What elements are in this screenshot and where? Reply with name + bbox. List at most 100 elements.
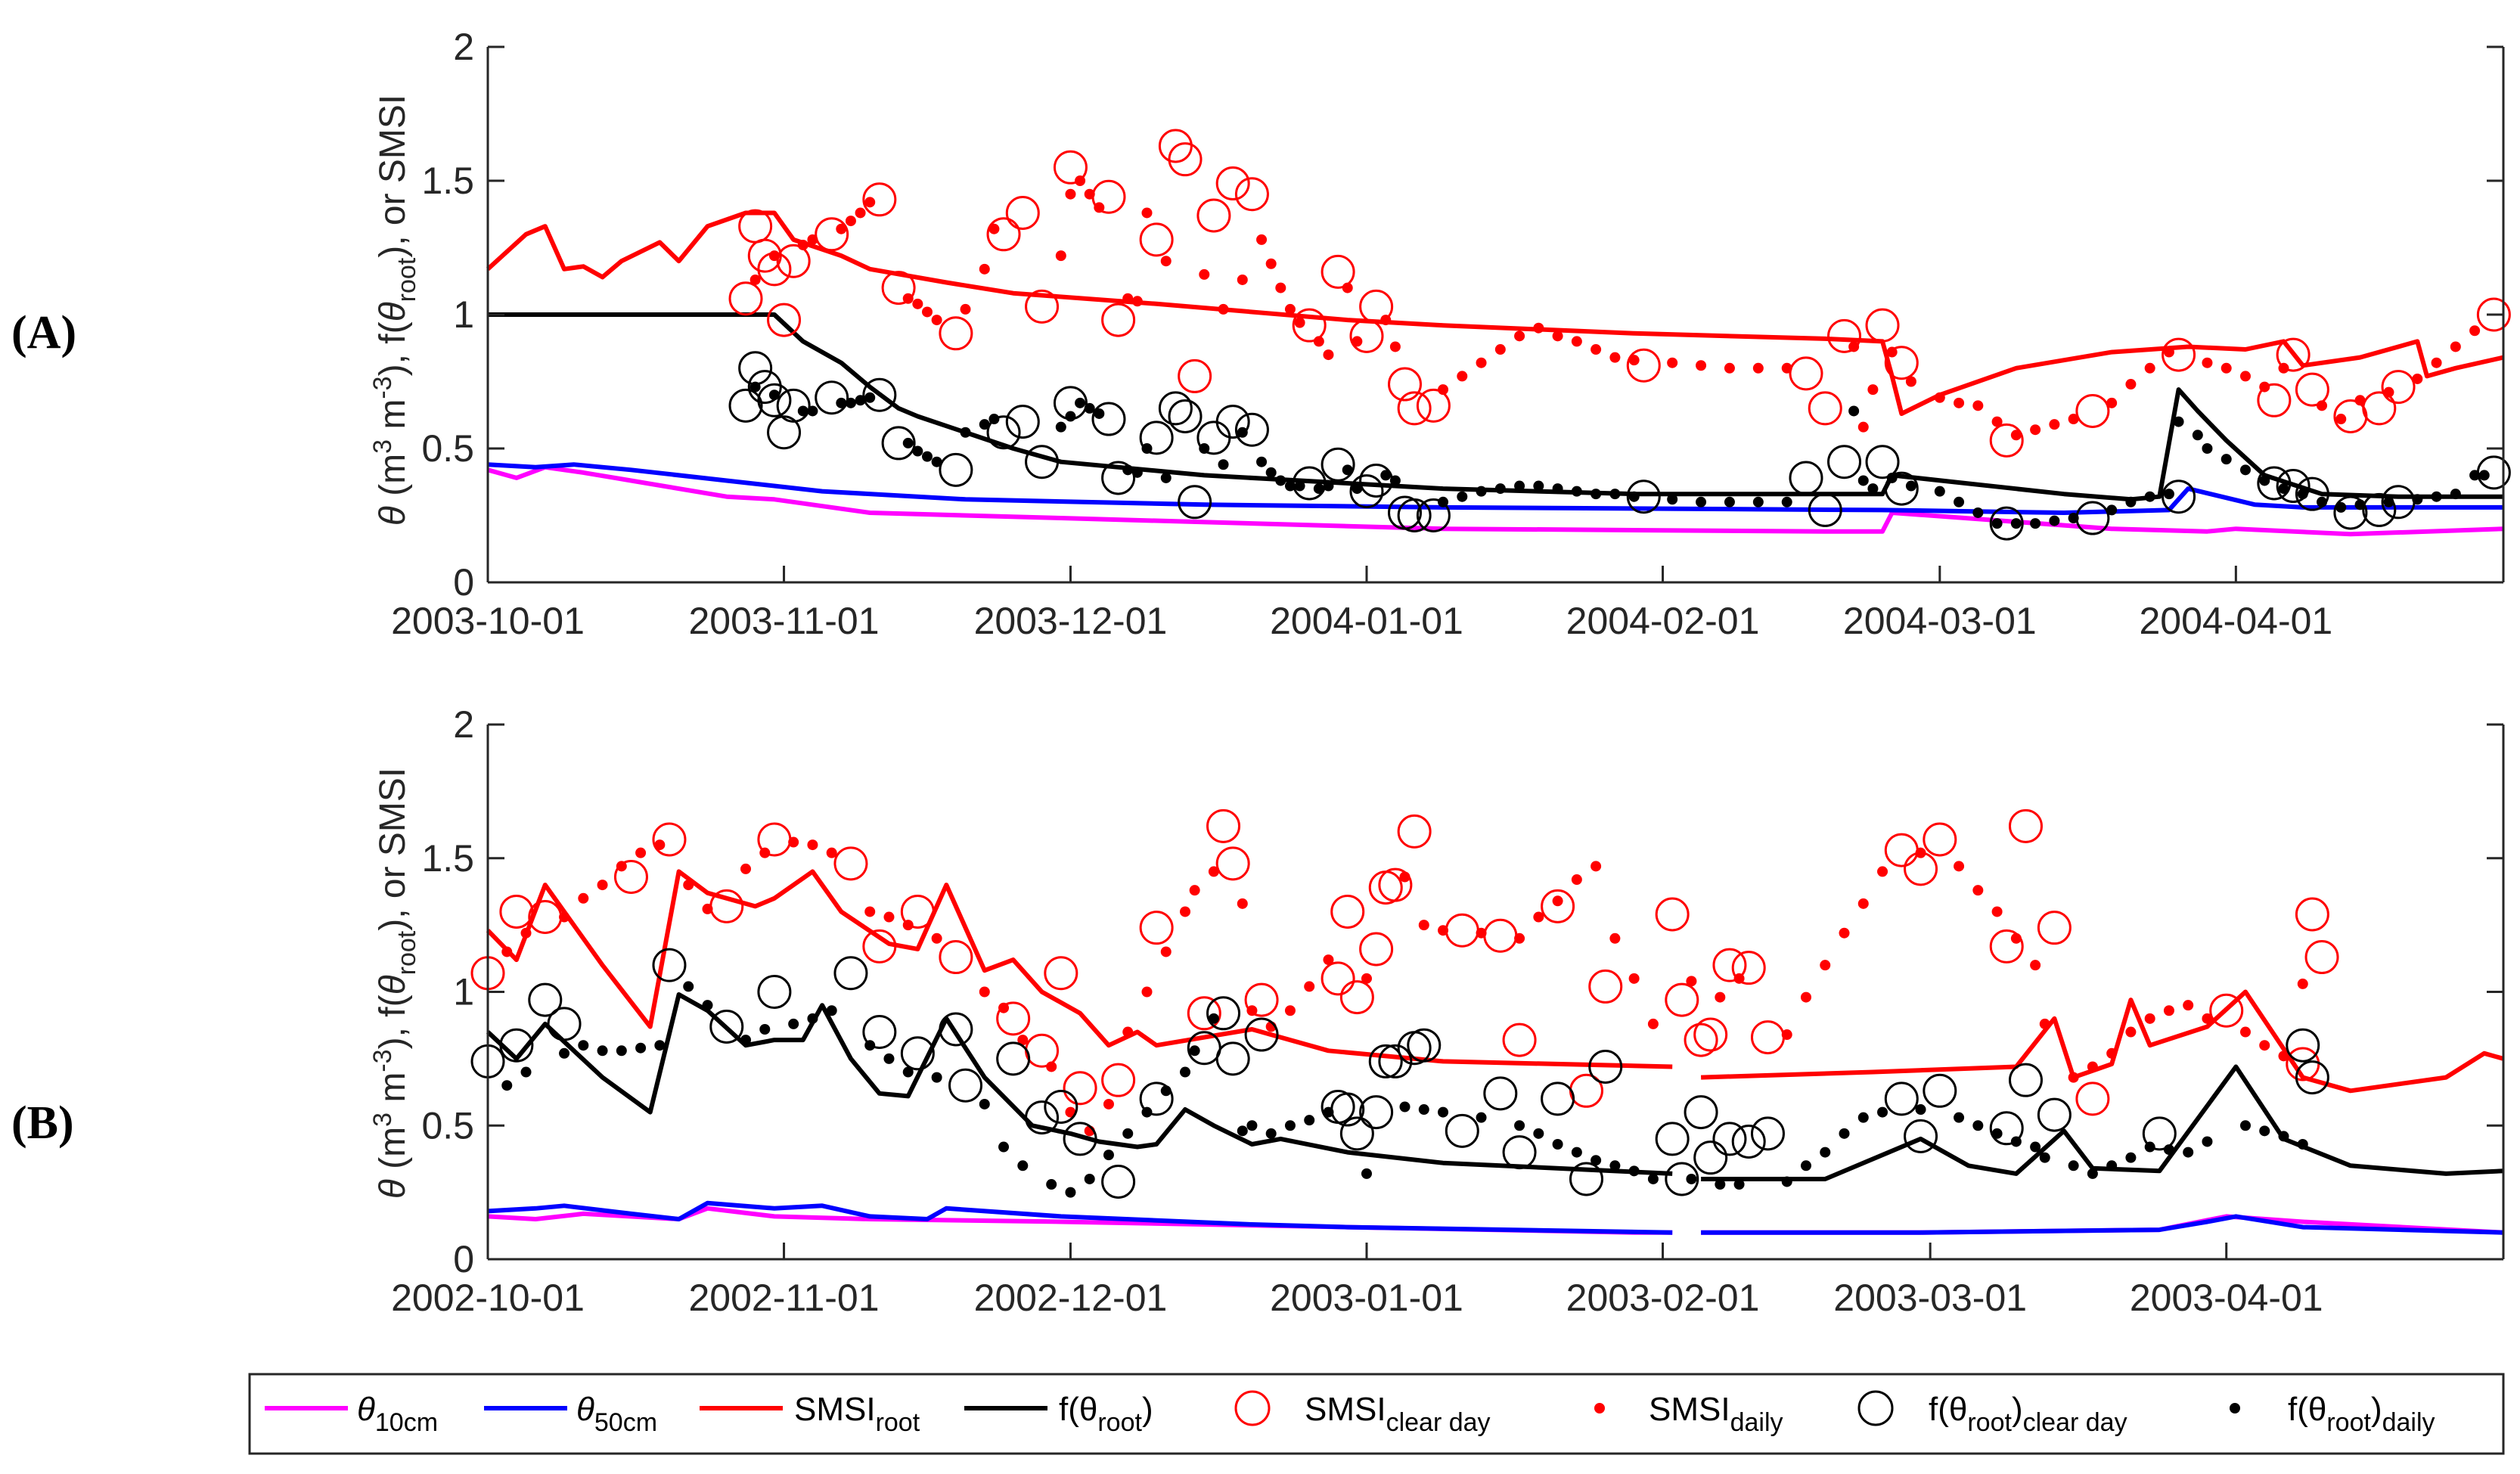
point-f_root_daily-a-77 bbox=[2278, 483, 2289, 495]
y-axis-label-b-theta2: θ bbox=[373, 975, 413, 995]
point-f_root_clear_day-b-2 bbox=[528, 982, 563, 1017]
point-SMSI_daily-a-19 bbox=[1094, 202, 1105, 213]
point-f_root_daily-b-54 bbox=[1781, 1176, 1792, 1187]
point-SMSI_daily-b-19 bbox=[979, 986, 990, 998]
series-f_root-a bbox=[488, 312, 2503, 502]
point-SMSI_daily-b-61 bbox=[1954, 861, 1965, 872]
point-SMSI_daily-a-81 bbox=[2431, 357, 2442, 368]
point-f_root_clear_day-b-3 bbox=[547, 1007, 582, 1041]
point-f_root_daily-b-53 bbox=[1733, 1179, 1745, 1190]
point-SMSI_daily-a-60 bbox=[1954, 397, 1965, 408]
point-SMSI_daily-b-22 bbox=[1046, 1061, 1057, 1072]
point-f_root_daily-a-55 bbox=[1857, 475, 1869, 486]
point-f_root_clear_day-b-50 bbox=[2286, 1028, 2320, 1063]
point-SMSI_clear_day-b-19 bbox=[1215, 846, 1250, 881]
y-tick-label-a-1: 0.5 bbox=[421, 427, 474, 470]
point-f_root_daily-b-33 bbox=[1246, 1120, 1258, 1131]
point-f_root_daily-a-40 bbox=[1476, 486, 1487, 497]
point-SMSI_daily-a-39 bbox=[1457, 371, 1468, 382]
point-f_root_clear_day-a-4 bbox=[767, 415, 802, 450]
point-f_root_daily-b-22 bbox=[1046, 1179, 1057, 1190]
point-f_root_clear_day-b-27 bbox=[1378, 1044, 1413, 1078]
point-f_root_clear_day-a-15 bbox=[1101, 461, 1136, 495]
point-SMSI_clear_day-b-17 bbox=[1187, 996, 1221, 1031]
point-SMSI_clear_day-b-49 bbox=[2286, 1047, 2320, 1081]
point-SMSI_daily-a-14 bbox=[988, 223, 1000, 234]
x-tick-label-b-5: 2003-03-01 bbox=[1833, 1277, 2027, 1319]
point-f_root_daily-a-22 bbox=[1141, 443, 1153, 454]
point-SMSI_daily-a-71 bbox=[2202, 357, 2213, 368]
point-f_root_daily-b-71 bbox=[2144, 1141, 2155, 1153]
y-axis-label-a-root: root bbox=[393, 257, 421, 302]
point-f_root_clear_day-b-17 bbox=[1139, 1081, 1174, 1116]
x-tick-label-b-3: 2003-01-01 bbox=[1270, 1277, 1463, 1319]
legend-sub-theta50: 50cm bbox=[594, 1408, 657, 1437]
plot-panel-a: 0 0.5 1 1.5 2 2003-10-01 2003-11-01 2003-12-01 2… bbox=[391, 26, 2511, 642]
legend-sub-theta10: 10cm bbox=[375, 1408, 438, 1437]
point-f_root_clear_day-a-34 bbox=[1865, 445, 1900, 479]
point-SMSI_clear_day-b-20 bbox=[1244, 982, 1279, 1017]
point-SMSI_daily-a-22 bbox=[1141, 207, 1153, 219]
point-f_root_daily-a-11 bbox=[931, 456, 942, 467]
y-axis-label-b-tail: ), or SMSI bbox=[373, 768, 413, 931]
point-f_root_daily-b-40 bbox=[1418, 1104, 1429, 1116]
point-SMSI_clear_day-b-33 bbox=[1588, 969, 1623, 1004]
point-SMSI_daily-b-60 bbox=[1915, 847, 1926, 858]
point-SMSI_daily-b-50 bbox=[1647, 1018, 1659, 1029]
point-f_root_daily-b-31 bbox=[1208, 1013, 1219, 1024]
point-SMSI_daily-b-5 bbox=[616, 861, 627, 872]
point-SMSI_clear_day-a-40 bbox=[2276, 337, 2311, 372]
point-f_root_clear_day-a-14 bbox=[1091, 402, 1126, 436]
point-f_root_daily-b-0 bbox=[501, 1080, 513, 1091]
point-SMSI_clear_day-b-1 bbox=[499, 894, 534, 929]
point-f_root_clear_day-a-16 bbox=[1139, 420, 1174, 455]
legend-post-f-daily: ) bbox=[2371, 1391, 2382, 1428]
point-SMSI_clear_day-b-39 bbox=[1731, 951, 1766, 985]
point-f_root_daily-b-34 bbox=[1265, 1128, 1277, 1139]
x-tick-label-b-2: 2002-12-01 bbox=[974, 1277, 1168, 1319]
point-SMSI_daily-b-35 bbox=[1284, 1005, 1296, 1016]
x-tick-label-a-5: 2004-03-01 bbox=[1843, 600, 2037, 642]
point-SMSI_daily-b-64 bbox=[2010, 932, 2022, 944]
point-f_root_daily-a-74 bbox=[2221, 454, 2232, 465]
point-f_root_daily-a-38 bbox=[1438, 496, 1449, 507]
point-SMSI_daily-a-8 bbox=[902, 293, 914, 304]
point-f_root_clear_day-b-36 bbox=[1655, 1122, 1690, 1156]
point-SMSI_clear_day-b-36 bbox=[1684, 1022, 1718, 1057]
point-SMSI_daily-b-14 bbox=[826, 847, 837, 858]
point-SMSI_clear_day-b-46 bbox=[2037, 911, 2072, 945]
point-f_root_daily-a-68 bbox=[2125, 496, 2137, 507]
point-f_root_daily-a-61 bbox=[1972, 507, 1984, 518]
point-SMSI_clear_day-b-30 bbox=[1502, 1022, 1537, 1057]
point-SMSI_daily-b-17 bbox=[902, 920, 914, 931]
point-f_root_clear_day-b-9 bbox=[900, 1036, 935, 1071]
point-f_root_daily-a-63 bbox=[2010, 518, 2022, 529]
y-axis-label-a-unit-open: (m bbox=[373, 454, 413, 506]
point-f_root_daily-b-50 bbox=[1647, 1173, 1659, 1184]
point-f_root_clear_day-a-39 bbox=[2257, 466, 2292, 501]
x-tick-label-b-4: 2003-02-01 bbox=[1566, 1277, 1760, 1319]
point-SMSI_daily-b-48 bbox=[1609, 932, 1621, 944]
point-SMSI_daily-b-72 bbox=[2163, 1005, 2174, 1016]
point-SMSI_daily-b-69 bbox=[2106, 1047, 2118, 1059]
point-f_root_daily-b-25 bbox=[1103, 1150, 1114, 1161]
point-f_root_clear_day-a-32 bbox=[1808, 492, 1842, 527]
point-f_root_daily-b-70 bbox=[2125, 1152, 2137, 1163]
legend-entry-smsi-root: SMSIroot bbox=[700, 1391, 920, 1437]
point-SMSI_daily-b-27 bbox=[1141, 986, 1153, 998]
y-axis-label-b-unit-open: (m bbox=[373, 1127, 413, 1179]
point-SMSI_daily-a-12 bbox=[960, 303, 971, 315]
point-SMSI_daily-a-21 bbox=[1131, 296, 1143, 307]
point-SMSI_daily-a-82 bbox=[2450, 341, 2461, 352]
point-SMSI_daily-a-48 bbox=[1628, 355, 1640, 366]
point-f_root_daily-a-62 bbox=[1991, 518, 2003, 529]
point-f_root_daily-b-39 bbox=[1399, 1101, 1411, 1112]
point-SMSI_daily-a-38 bbox=[1438, 384, 1449, 396]
point-SMSI_daily-a-73 bbox=[2239, 371, 2251, 382]
point-SMSI_daily-b-29 bbox=[1180, 906, 1191, 917]
y-tick-label-b-2: 1 bbox=[453, 971, 474, 1013]
point-SMSI_clear_day-a-43 bbox=[2362, 391, 2397, 426]
point-f_root_daily-a-12 bbox=[960, 427, 971, 438]
point-SMSI_daily-b-41 bbox=[1438, 925, 1449, 936]
point-f_root_daily-b-38 bbox=[1361, 1168, 1372, 1179]
